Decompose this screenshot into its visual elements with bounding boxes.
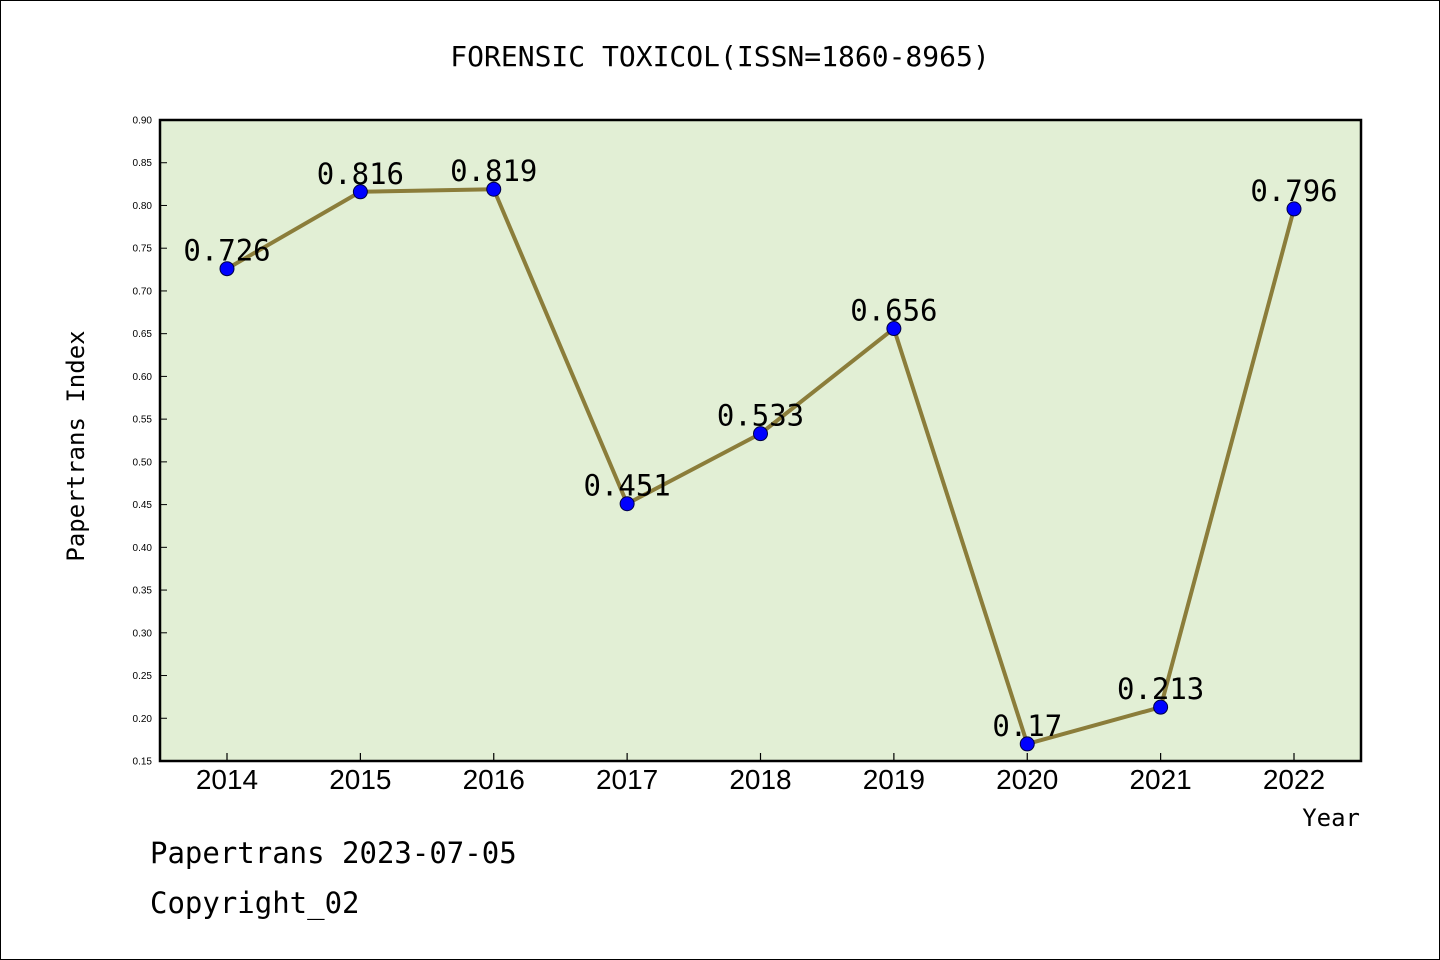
y-tick-label: 0.20	[133, 714, 153, 725]
y-tick-label: 0.50	[133, 457, 153, 468]
data-point	[219, 261, 235, 277]
y-tick-label: 0.65	[133, 329, 153, 340]
y-tick-label: 0.80	[133, 201, 153, 212]
y-tick-label: 0.70	[133, 286, 153, 297]
y-tick-label: 0.35	[133, 586, 153, 597]
y-tick-label: 0.60	[133, 372, 153, 383]
x-axis-label: Year	[1302, 804, 1360, 832]
y-axis-label: Papertrans Index	[62, 330, 90, 561]
data-label: 0.796	[1250, 174, 1337, 208]
data-point	[1286, 201, 1302, 217]
y-tick-label: 0.90	[133, 116, 153, 127]
data-point	[753, 426, 768, 442]
data-label: 0.533	[717, 399, 804, 433]
data-label: 0.816	[317, 157, 404, 191]
y-tick-label: 0.85	[133, 158, 153, 169]
y-tick-label: 0.25	[133, 671, 153, 682]
y-tick-label: 0.75	[133, 244, 153, 255]
x-tick-label: 2015	[329, 764, 391, 795]
chart-title: FORENSIC TOXICOL(ISSN=1860-8965)	[450, 40, 989, 73]
footer-copyright: Copyright_02	[150, 886, 360, 920]
y-tick-label: 0.15	[133, 757, 153, 768]
y-tick-label: 0.40	[133, 543, 153, 554]
data-label: 0.819	[450, 154, 537, 188]
data-point	[1153, 699, 1169, 715]
x-tick-label: 2020	[996, 764, 1058, 795]
x-axis: 2014 2015 2016 2017 2018 2019 2020 2021 2022	[196, 753, 1325, 795]
y-tick-label: 0.55	[133, 415, 153, 426]
x-tick-label: 2018	[729, 764, 791, 795]
x-tick-label: 2014	[196, 764, 258, 795]
y-axis: 0.15 0.20 0.25 0.30 0.35 0.40 0.45 0.50 0.55 0.60…	[133, 116, 167, 768]
data-label: 0.726	[183, 234, 270, 268]
data-label: 0.17	[992, 709, 1062, 743]
y-tick-label: 0.30	[133, 628, 153, 639]
data-label: 0.451	[583, 469, 670, 503]
x-tick-label: 2019	[863, 764, 925, 795]
data-label: 0.656	[850, 294, 937, 328]
data-point	[352, 184, 368, 200]
y-tick-label: 0.45	[133, 500, 153, 511]
x-tick-label: 2022	[1263, 764, 1325, 795]
markers	[219, 181, 1302, 752]
data-point	[619, 496, 635, 512]
x-tick-label: 2017	[596, 764, 658, 795]
data-point	[1019, 736, 1035, 752]
data-label: 0.213	[1117, 672, 1204, 706]
data-point	[486, 181, 502, 197]
data-point	[886, 321, 902, 337]
x-tick-label: 2016	[463, 764, 525, 795]
data-labels: 0.726 0.816 0.819 0.451 0.533 0.656 0.17 0.213 0…	[183, 154, 1337, 743]
footer-date: Papertrans 2023-07-05	[150, 836, 517, 870]
x-tick-label: 2021	[1129, 764, 1191, 795]
